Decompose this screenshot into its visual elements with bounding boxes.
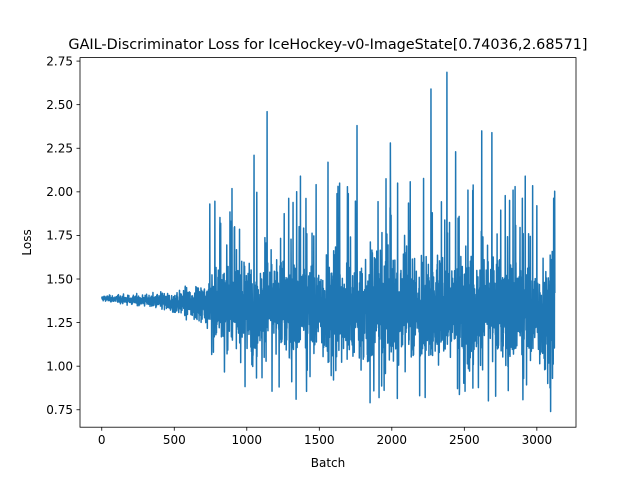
x-tick-label: 0 (98, 433, 106, 447)
x-tick-label: 1000 (232, 433, 263, 447)
x-tick-label: 1500 (304, 433, 335, 447)
x-tick-label: 2000 (377, 433, 408, 447)
y-axis-ticks: 0.75 1.00 1.25 1.50 1.75 2.00 2.25 2.50 2.75 (46, 54, 80, 417)
y-tick-label: 1.50 (46, 272, 73, 286)
x-tick-label: 2500 (449, 433, 480, 447)
y-tick-label: 1.00 (46, 359, 73, 373)
chart-title: GAIL-Discriminator Loss for IceHockey-v0… (68, 37, 587, 53)
x-axis-label: Batch (311, 456, 346, 470)
x-tick-label: 3000 (522, 433, 553, 447)
axes-frame (79, 57, 577, 428)
y-tick-label: 2.50 (46, 98, 73, 112)
y-tick-label: 2.75 (46, 54, 73, 68)
y-axis-label: Loss (20, 229, 34, 255)
x-tick-label: 500 (163, 433, 186, 447)
loss-line (101, 71, 556, 413)
y-tick-label: 1.25 (46, 316, 73, 330)
y-tick-label: 2.00 (46, 185, 73, 199)
loss-series (101, 71, 556, 413)
x-axis-ticks: 0 500 1000 1500 2000 2500 3000 (98, 427, 552, 447)
y-tick-label: 0.75 (46, 403, 73, 417)
y-tick-label: 1.75 (46, 229, 73, 243)
y-tick-label: 2.25 (46, 142, 73, 156)
